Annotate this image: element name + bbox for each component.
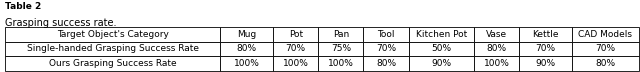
Bar <box>364 56 408 71</box>
Text: Target Object's Category: Target Object's Category <box>56 30 168 39</box>
Text: 50%: 50% <box>431 44 451 53</box>
Bar <box>364 42 408 56</box>
Bar <box>5 27 220 42</box>
Text: Table 2: Table 2 <box>5 2 42 11</box>
Text: 100%: 100% <box>328 59 354 68</box>
Bar <box>220 27 273 42</box>
Text: 70%: 70% <box>595 44 615 53</box>
Bar <box>5 56 220 71</box>
Bar <box>273 27 318 42</box>
Bar <box>572 27 639 42</box>
Text: CAD Models: CAD Models <box>578 30 632 39</box>
Text: 70%: 70% <box>285 44 306 53</box>
Bar <box>364 27 408 42</box>
Text: 100%: 100% <box>484 59 509 68</box>
Bar <box>318 42 364 56</box>
Bar <box>474 42 519 56</box>
Text: 90%: 90% <box>536 59 556 68</box>
Text: 100%: 100% <box>234 59 259 68</box>
Text: 100%: 100% <box>283 59 308 68</box>
Bar <box>572 42 639 56</box>
Bar <box>318 27 364 42</box>
Bar <box>5 42 220 56</box>
Bar <box>519 27 572 42</box>
Bar <box>273 42 318 56</box>
Text: 70%: 70% <box>536 44 556 53</box>
Text: Single-handed Grasping Success Rate: Single-handed Grasping Success Rate <box>26 44 198 53</box>
Bar <box>220 42 273 56</box>
Bar <box>474 56 519 71</box>
Bar <box>474 27 519 42</box>
Text: 80%: 80% <box>237 44 257 53</box>
Text: Mug: Mug <box>237 30 256 39</box>
Text: 80%: 80% <box>486 44 507 53</box>
Text: Kettle: Kettle <box>532 30 559 39</box>
Text: Kitchen Pot: Kitchen Pot <box>416 30 467 39</box>
Text: 70%: 70% <box>376 44 396 53</box>
Text: 80%: 80% <box>595 59 615 68</box>
Text: Pot: Pot <box>289 30 303 39</box>
Bar <box>408 27 474 42</box>
Bar <box>572 56 639 71</box>
Bar <box>408 56 474 71</box>
Text: Vase: Vase <box>486 30 508 39</box>
Bar <box>318 56 364 71</box>
Text: Ours Grasping Success Rate: Ours Grasping Success Rate <box>49 59 177 68</box>
Text: Grasping success rate.: Grasping success rate. <box>5 18 116 28</box>
Text: Tool: Tool <box>377 30 395 39</box>
Text: 90%: 90% <box>431 59 451 68</box>
Text: Pan: Pan <box>333 30 349 39</box>
Bar <box>273 56 318 71</box>
Bar <box>519 42 572 56</box>
Bar <box>519 56 572 71</box>
Bar <box>408 42 474 56</box>
Bar <box>220 56 273 71</box>
Text: 80%: 80% <box>376 59 396 68</box>
Text: 75%: 75% <box>331 44 351 53</box>
